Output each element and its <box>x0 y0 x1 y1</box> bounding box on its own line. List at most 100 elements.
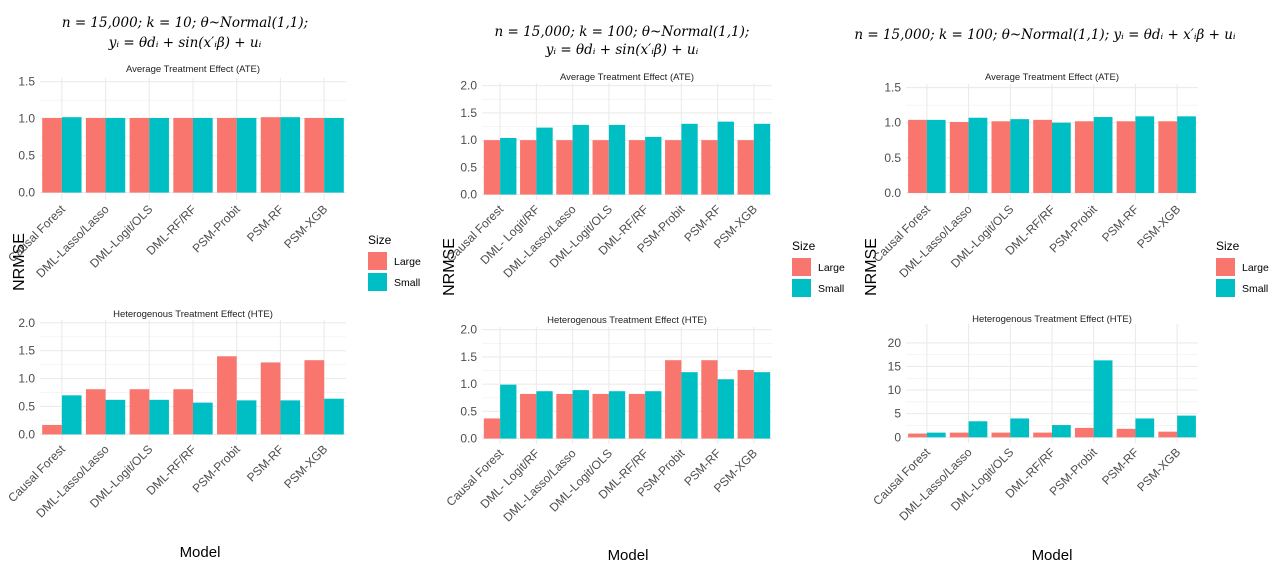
bar-small <box>105 399 126 435</box>
chart-hte-panel-1: Heterogenous Treatment Effect (HTE) 0.0 0.… <box>444 315 772 525</box>
bar-large <box>520 140 537 195</box>
legend-key-large <box>368 252 387 270</box>
bar-small <box>280 117 301 193</box>
bar-small <box>193 117 213 193</box>
bar-large <box>483 418 501 439</box>
bar-large <box>665 360 682 439</box>
bar-small <box>608 124 626 195</box>
legend-title: Size <box>1216 239 1240 253</box>
bar-small <box>236 117 257 193</box>
y-tick-label: 15 <box>888 360 902 374</box>
bar-small <box>1093 117 1113 193</box>
bar-large <box>592 393 609 439</box>
bar-small <box>753 372 771 439</box>
bar-large <box>556 140 573 195</box>
panel-heading-line: n = 15,000; k = 100; θ~Normal(1,1); yᵢ =… <box>854 27 1236 43</box>
bar-small <box>926 432 946 438</box>
y-tick-label: 0.0 <box>18 427 35 441</box>
chart-title: Heterogenous Treatment Effect (HTE) <box>113 309 273 320</box>
bar-large <box>42 117 62 193</box>
y-tick-label: 5 <box>894 407 901 421</box>
y-tick-label: 0.5 <box>18 400 35 414</box>
x-axis-label: Model <box>1032 547 1073 564</box>
legend-label: Small <box>1242 283 1268 295</box>
bar-large <box>908 119 927 193</box>
legend-key-large <box>792 258 811 276</box>
chart-hte-panel-2: Heterogenous Treatment Effect (HTE) 0 5 10 1… <box>870 314 1198 524</box>
bar-small <box>717 121 734 195</box>
bar-large <box>217 117 237 193</box>
y-tick-label: 1.5 <box>18 75 35 89</box>
bar-large <box>520 393 537 439</box>
bar-large <box>737 140 754 195</box>
bar-large <box>173 117 193 193</box>
bar-small <box>968 117 988 193</box>
bar-small <box>572 124 589 195</box>
x-tick-label: DML-Logit/OLS <box>547 202 615 270</box>
y-tick-label: 1.0 <box>18 372 35 386</box>
x-tick-label: PSM-RF <box>1099 202 1141 244</box>
bar-small <box>324 398 344 435</box>
bar-large <box>556 393 573 439</box>
bar-large <box>304 117 325 193</box>
y-tick-label: 1.0 <box>460 133 477 147</box>
y-tick-label: 1.5 <box>884 81 901 95</box>
bar-small <box>193 402 213 435</box>
bar-small <box>1135 418 1155 438</box>
bar-large <box>949 432 969 438</box>
bar-large <box>1074 121 1094 193</box>
bar-small <box>608 391 626 439</box>
y-tick-label: 10 <box>888 383 902 397</box>
panel-heading-line: n = 15,000; k = 100; θ~Normal(1,1); <box>495 24 750 40</box>
bar-small <box>645 391 662 439</box>
bar-small <box>717 379 734 439</box>
bar-large <box>991 121 1011 193</box>
bar-small <box>1135 116 1155 193</box>
y-tick-label: 20 <box>888 336 902 350</box>
panel-heading-line: yᵢ = θdᵢ + sin(x′ᵢβ) + uᵢ <box>545 42 699 58</box>
y-tick-label: 1.0 <box>884 116 901 130</box>
y-tick-label: 0.5 <box>460 160 477 174</box>
bar-small <box>324 117 344 193</box>
y-tick-label: 1.5 <box>460 350 477 364</box>
bar-small <box>1052 122 1071 193</box>
legend-label: Large <box>394 256 421 268</box>
chart-ate-panel-1: Average Treatment Effect (ATE) 0.0 0.5 1.0 1… <box>444 72 772 281</box>
bar-large <box>1158 121 1178 193</box>
bar-large <box>483 140 501 195</box>
bar-large <box>628 140 646 195</box>
bar-small <box>105 117 126 193</box>
bar-large <box>129 389 150 435</box>
bar-small <box>645 136 662 195</box>
bar-large <box>737 369 754 439</box>
x-axis-label: Model <box>608 547 649 564</box>
y-tick-label: 0.0 <box>460 188 477 202</box>
x-tick-label: PSM-XGB <box>281 202 330 251</box>
bar-small <box>1093 360 1113 438</box>
bar-large <box>592 140 609 195</box>
x-tick-label: PSM-Probit <box>190 202 244 256</box>
chart-title: Average Treatment Effect (ATE) <box>985 72 1119 83</box>
y-tick-label: 1.5 <box>460 106 477 120</box>
panel-heading-line: yᵢ = θdᵢ + sin(x′ᵢβ) + uᵢ <box>108 35 262 51</box>
bar-large <box>949 121 969 193</box>
bar-large <box>628 393 646 439</box>
bar-large <box>304 360 325 435</box>
bar-small <box>61 395 82 435</box>
bar-small <box>681 372 698 439</box>
bar-small <box>61 117 82 193</box>
bar-large <box>665 140 682 195</box>
bar-large <box>701 140 718 195</box>
x-tick-label: PSM-XGB <box>1134 202 1183 251</box>
bar-small <box>753 123 771 195</box>
bar-small <box>236 400 257 435</box>
x-tick-label: PSM-RF <box>1099 445 1141 487</box>
chart-title: Heterogenous Treatment Effect (HTE) <box>547 315 707 326</box>
y-tick-label: 0 <box>894 430 901 444</box>
legend-key-small <box>1216 279 1235 297</box>
x-tick-label: PSM-XGB <box>1134 445 1183 494</box>
bar-large <box>173 389 193 435</box>
